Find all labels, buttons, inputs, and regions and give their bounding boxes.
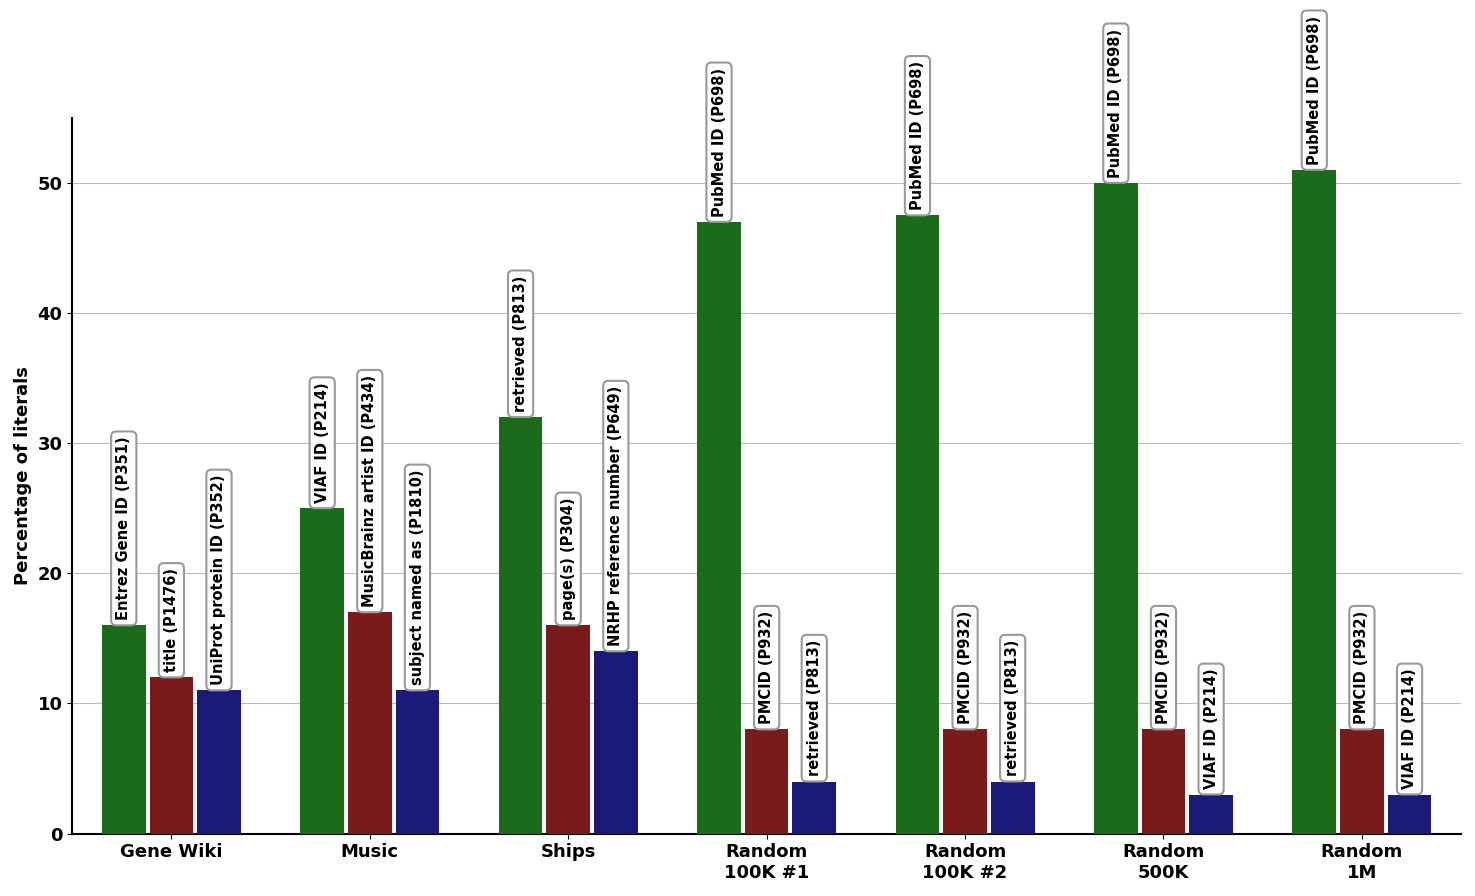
Bar bbox=[745, 729, 789, 833]
Text: PMCID (P932): PMCID (P932) bbox=[1354, 611, 1369, 724]
Text: PubMed ID (P698): PubMed ID (P698) bbox=[910, 61, 925, 211]
Bar bbox=[792, 781, 836, 833]
Text: page(s) (P304): page(s) (P304) bbox=[560, 497, 575, 620]
Bar bbox=[1142, 729, 1186, 833]
Text: PMCID (P932): PMCID (P932) bbox=[957, 611, 972, 724]
Bar bbox=[1292, 170, 1336, 833]
Bar bbox=[499, 418, 543, 833]
Text: NRHP reference number (P649): NRHP reference number (P649) bbox=[608, 386, 624, 646]
Text: VIAF ID (P214): VIAF ID (P214) bbox=[314, 383, 330, 503]
Text: PMCID (P932): PMCID (P932) bbox=[1156, 611, 1171, 724]
Bar bbox=[149, 677, 193, 833]
Bar bbox=[198, 691, 240, 833]
Text: subject named as (P1810): subject named as (P1810) bbox=[410, 470, 425, 685]
Bar bbox=[1094, 183, 1137, 833]
Text: UniProt protein ID (P352): UniProt protein ID (P352) bbox=[211, 475, 227, 685]
Bar bbox=[1189, 795, 1233, 833]
Bar bbox=[991, 781, 1034, 833]
Text: PMCID (P932): PMCID (P932) bbox=[760, 611, 774, 724]
Bar bbox=[895, 215, 940, 833]
Bar bbox=[698, 222, 740, 833]
Bar bbox=[1341, 729, 1384, 833]
Text: retrieved (P813): retrieved (P813) bbox=[807, 640, 822, 776]
Text: VIAF ID (P214): VIAF ID (P214) bbox=[1204, 668, 1218, 789]
Bar bbox=[395, 691, 440, 833]
Text: PubMed ID (P698): PubMed ID (P698) bbox=[711, 67, 727, 217]
Text: Entrez Gene ID (P351): Entrez Gene ID (P351) bbox=[117, 436, 131, 620]
Y-axis label: Percentage of literals: Percentage of literals bbox=[13, 366, 32, 585]
Text: MusicBrainz artist ID (P434): MusicBrainz artist ID (P434) bbox=[363, 375, 378, 607]
Bar bbox=[102, 625, 146, 833]
Text: title (P1476): title (P1476) bbox=[164, 568, 178, 672]
Text: PubMed ID (P698): PubMed ID (P698) bbox=[1108, 29, 1124, 177]
Bar bbox=[943, 729, 987, 833]
Text: VIAF ID (P214): VIAF ID (P214) bbox=[1403, 668, 1417, 789]
Bar bbox=[1388, 795, 1431, 833]
Bar bbox=[348, 612, 392, 833]
Bar bbox=[301, 508, 344, 833]
Text: PubMed ID (P698): PubMed ID (P698) bbox=[1307, 15, 1322, 165]
Text: retrieved (P813): retrieved (P813) bbox=[513, 276, 528, 412]
Bar bbox=[546, 625, 590, 833]
Bar bbox=[594, 651, 637, 833]
Text: retrieved (P813): retrieved (P813) bbox=[1004, 640, 1021, 776]
